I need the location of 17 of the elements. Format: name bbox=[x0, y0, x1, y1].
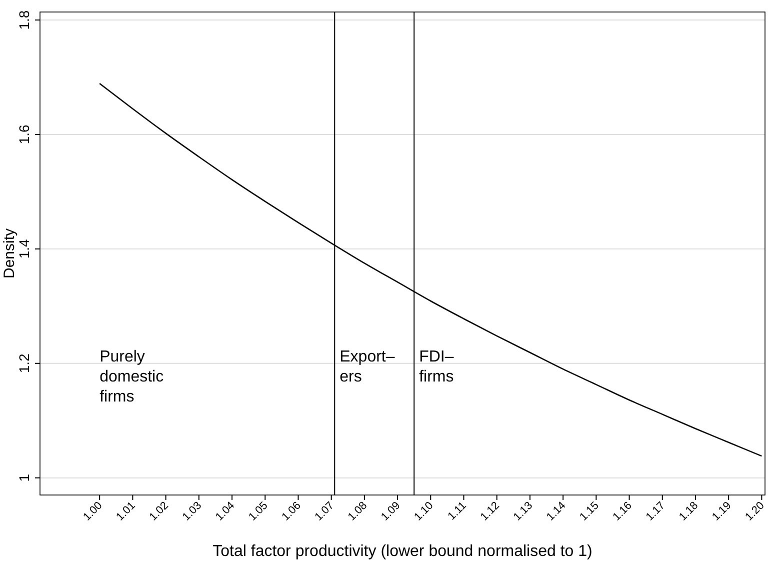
x-tick-label: 1.01 bbox=[114, 500, 138, 524]
annotation: Export– ers bbox=[340, 348, 395, 386]
x-axis-title: Total factor productivity (lower bound normalised to 1) bbox=[212, 543, 592, 560]
y-tick-label: 1.2 bbox=[16, 353, 32, 374]
annotation: FDI– firms bbox=[419, 348, 454, 386]
annotation: Purely domestic firms bbox=[100, 348, 164, 406]
x-tick-label: 1.20 bbox=[743, 500, 767, 524]
y-tick-label: 1.6 bbox=[16, 124, 32, 144]
y-tick-label: 1 bbox=[16, 474, 32, 482]
x-tick-label: 1.19 bbox=[710, 500, 734, 524]
y-tick-label: 1.8 bbox=[16, 10, 32, 30]
x-tick-label: 1.10 bbox=[412, 500, 436, 524]
x-tick-label: 1.00 bbox=[81, 500, 105, 524]
y-tick-label: 1.4 bbox=[16, 238, 32, 259]
x-tick-label: 1.09 bbox=[379, 500, 403, 524]
y-axis-title: Density bbox=[1, 228, 18, 279]
x-tick-label: 1.11 bbox=[446, 500, 469, 523]
